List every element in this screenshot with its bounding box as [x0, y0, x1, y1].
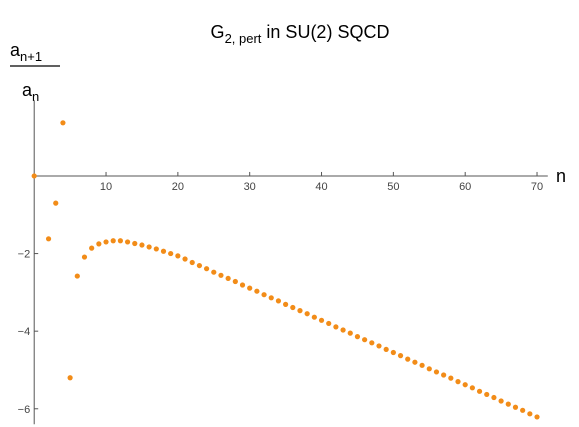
- point: [498, 398, 504, 404]
- point: [239, 282, 246, 288]
- x-tick-label: 50: [387, 181, 399, 193]
- point: [261, 292, 267, 298]
- point: [247, 285, 253, 291]
- point: [182, 256, 188, 262]
- x-tick-label: 20: [172, 181, 184, 193]
- point: [60, 120, 66, 126]
- point: [268, 295, 274, 301]
- point: [512, 404, 519, 410]
- point: [462, 382, 468, 388]
- point: [433, 369, 440, 375]
- x-tick-label: 60: [459, 181, 471, 193]
- point: [189, 259, 195, 266]
- y-tick-label: −4: [18, 326, 31, 338]
- point: [419, 362, 425, 368]
- point: [304, 311, 310, 317]
- point: [203, 266, 210, 272]
- point: [534, 414, 540, 420]
- point: [369, 340, 375, 346]
- point: [139, 242, 145, 248]
- x-tick-label: 10: [100, 181, 112, 193]
- point: [405, 356, 411, 362]
- point: [426, 366, 432, 372]
- point: [96, 241, 102, 247]
- x-label: n: [556, 166, 566, 186]
- y-label-sub: n+1: [20, 49, 42, 64]
- point: [160, 248, 167, 254]
- point: [333, 324, 339, 330]
- y-label-sub: n: [32, 89, 39, 104]
- point: [232, 278, 238, 285]
- point: [81, 254, 88, 260]
- y-tick-label: −2: [18, 249, 31, 261]
- point: [347, 330, 353, 336]
- point: [225, 275, 231, 282]
- title-sub: 2, pert: [225, 31, 262, 46]
- point: [110, 238, 116, 244]
- point: [254, 288, 260, 294]
- point: [124, 239, 131, 245]
- point: [491, 394, 497, 401]
- point: [520, 407, 526, 413]
- point: [318, 317, 325, 323]
- y-label-base: a: [10, 40, 21, 60]
- point: [505, 401, 511, 407]
- point: [326, 320, 332, 327]
- point: [290, 304, 296, 311]
- y-label-denominator: an: [22, 80, 39, 104]
- y-tick-label: −6: [18, 404, 31, 416]
- point: [340, 327, 346, 333]
- x-tick-label: 30: [244, 181, 256, 193]
- y-label-base: a: [22, 80, 33, 100]
- point: [175, 253, 181, 259]
- point: [283, 301, 289, 308]
- point: [362, 337, 368, 343]
- point: [196, 262, 203, 269]
- point: [390, 349, 396, 356]
- title-rest: in SU(2) SQCD: [261, 22, 389, 42]
- point: [67, 375, 73, 381]
- point: [153, 246, 159, 252]
- point: [383, 346, 389, 353]
- point: [45, 236, 52, 242]
- x-tick-label: 40: [315, 181, 327, 193]
- x-tick-label: 70: [531, 181, 543, 193]
- point: [397, 353, 404, 359]
- point: [476, 388, 483, 394]
- point: [211, 269, 217, 275]
- point: [168, 250, 174, 257]
- point: [297, 308, 303, 314]
- point: [376, 343, 382, 349]
- y-label-numerator: an+1: [10, 40, 42, 64]
- point: [484, 391, 490, 398]
- point: [527, 411, 533, 417]
- chart-title: G2, pert in SU(2) SQCD: [211, 22, 390, 46]
- point: [311, 314, 317, 320]
- point: [354, 334, 361, 340]
- point: [218, 272, 224, 278]
- point: [448, 375, 454, 381]
- point: [117, 238, 123, 244]
- point: [103, 239, 109, 245]
- title-main: G: [211, 22, 225, 42]
- point: [53, 200, 59, 206]
- point: [132, 240, 138, 247]
- point: [441, 372, 447, 378]
- point: [275, 298, 282, 304]
- point: [146, 244, 152, 250]
- point: [89, 245, 95, 251]
- point: [455, 379, 461, 385]
- point: [412, 359, 418, 365]
- point: [74, 273, 80, 279]
- point: [31, 173, 37, 179]
- point: [469, 385, 475, 391]
